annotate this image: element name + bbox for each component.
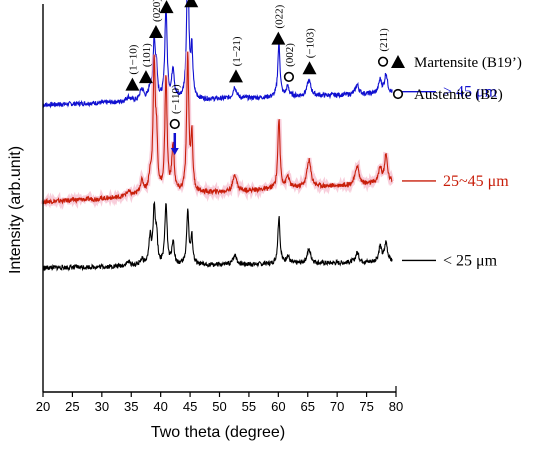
austenite-marker bbox=[283, 71, 295, 82]
y-axis-label: Intensity (arb.unit) bbox=[7, 146, 24, 274]
x-tick-label: 20 bbox=[36, 399, 50, 414]
series-label: > 45 μm bbox=[443, 84, 498, 101]
x-tick-label: 60 bbox=[271, 399, 285, 414]
martensite-marker bbox=[159, 0, 174, 14]
x-tick-label: 25 bbox=[65, 399, 79, 414]
martensite-marker bbox=[228, 69, 243, 83]
peak-arrow-head bbox=[170, 148, 179, 155]
peak-label: (101) bbox=[141, 43, 153, 67]
x-tick-label: 45 bbox=[183, 399, 197, 414]
x-tick-label: 70 bbox=[330, 399, 344, 414]
series-line bbox=[42, 51, 393, 205]
austenite-marker bbox=[169, 118, 180, 130]
peak-label: (−103) bbox=[305, 28, 317, 58]
austenite-marker bbox=[377, 56, 389, 67]
martensite-marker bbox=[302, 61, 317, 75]
peak-label: (002) bbox=[284, 43, 296, 67]
x-tick-label: 55 bbox=[242, 399, 256, 414]
axes: 20 25 30 35 40 45 50 55 60 65 70 75 80 bbox=[36, 4, 403, 414]
x-tick-label: 80 bbox=[389, 399, 403, 414]
annotation-layer: (1−10)(101)(020)(1−11)(−110)(021)(1−21)(… bbox=[125, 0, 390, 155]
x-tick-label: 50 bbox=[212, 399, 226, 414]
series-line bbox=[42, 0, 393, 109]
series-label: < 25 μm bbox=[443, 252, 498, 269]
martensite-marker bbox=[391, 55, 405, 68]
martensite-marker bbox=[148, 24, 163, 38]
x-tick-label: 65 bbox=[301, 399, 315, 414]
peak-label: (−110) bbox=[170, 84, 182, 114]
series-line bbox=[42, 200, 393, 272]
legend: Martensite (B19’) Austenite (B2) bbox=[391, 55, 522, 103]
peak-label: (1−21) bbox=[231, 36, 243, 66]
x-tick-label: 35 bbox=[124, 399, 138, 414]
legend-label: Austenite (B2) bbox=[414, 87, 503, 103]
peak-label: (020) bbox=[151, 0, 163, 22]
x-tick-label: 75 bbox=[359, 399, 373, 414]
martensite-marker bbox=[271, 31, 286, 45]
martensite-marker bbox=[184, 0, 199, 8]
martensite-marker bbox=[125, 77, 140, 91]
x-axis-label: Two theta (degree) bbox=[151, 424, 285, 441]
series-label: 25~45 μm bbox=[443, 173, 509, 190]
series-layer: > 45 μm 25~45 μm < 25 μm bbox=[40, 0, 509, 272]
peak-label: (022) bbox=[273, 4, 285, 28]
x-tick-label: 30 bbox=[95, 399, 109, 414]
peak-label: (1−10) bbox=[127, 44, 139, 74]
austenite-marker bbox=[392, 88, 404, 100]
martensite-marker bbox=[138, 70, 153, 84]
peak-label: (211) bbox=[378, 28, 390, 52]
legend-label: Martensite (B19’) bbox=[414, 55, 522, 71]
x-tick-label: 40 bbox=[153, 399, 167, 414]
